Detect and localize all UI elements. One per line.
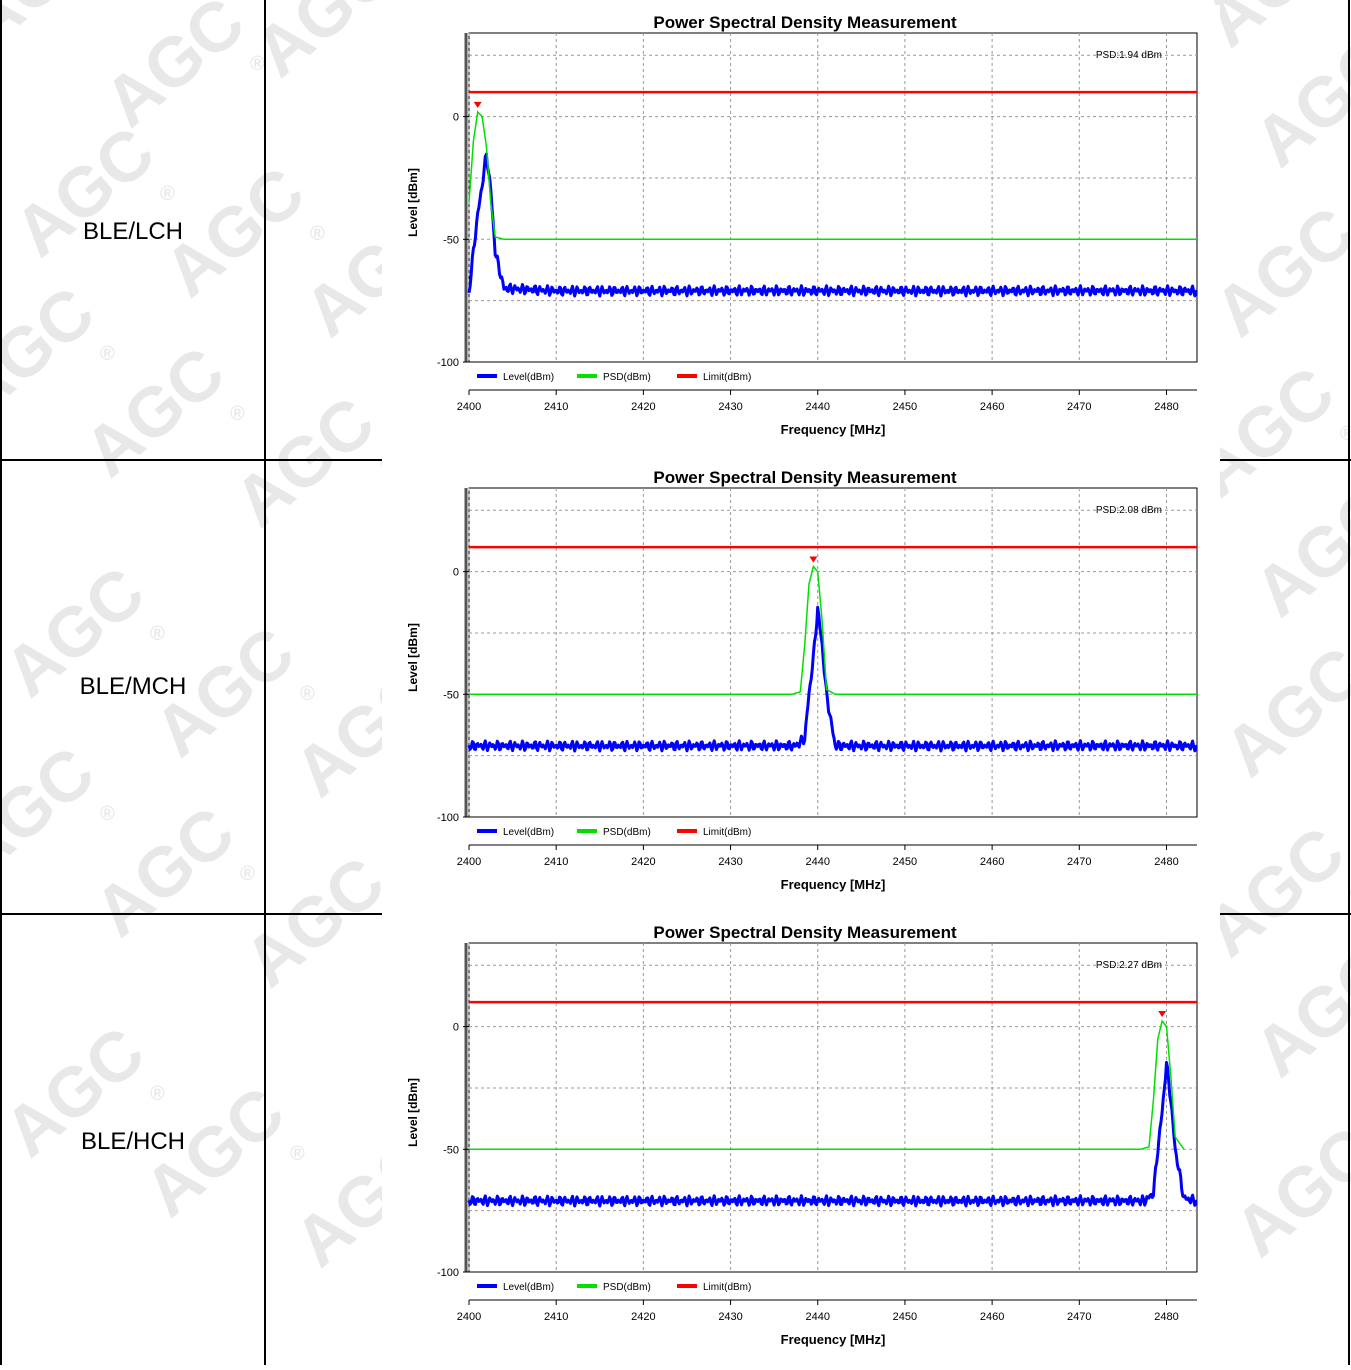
x-tick-label: 2450 xyxy=(893,856,917,868)
psd-chart-lch: Power Spectral Density Measurement 0 -50 -1… xyxy=(406,13,1198,437)
x-tick-label: 2480 xyxy=(1154,856,1178,868)
x-tick-label: 2450 xyxy=(893,1311,917,1323)
x-tick-label: 2460 xyxy=(980,1311,1004,1323)
y-axis-label: Level [dBm] xyxy=(406,1078,420,1147)
y-tick-label: -100 xyxy=(437,812,459,824)
series-level-line xyxy=(467,605,1198,753)
x-tick-label: 2460 xyxy=(980,401,1004,413)
x-tick-label: 2460 xyxy=(980,856,1004,868)
peak-marker xyxy=(1158,1011,1167,1018)
x-tick-label: 2420 xyxy=(631,1311,655,1323)
psd-annotation: PSD:2.27 dBm xyxy=(1096,960,1162,971)
psd-annotation: PSD:2.08 dBm xyxy=(1096,505,1162,516)
x-tick-label: 2480 xyxy=(1154,401,1178,413)
row-label-lch: BLE/LCH xyxy=(82,218,184,245)
series-psd-line xyxy=(468,110,1197,241)
legend-label: PSD(dBm) xyxy=(603,827,651,838)
series-psd-line xyxy=(469,564,1197,696)
psd-annotation: PSD:1.94 dBm xyxy=(1096,50,1162,61)
x-tick-label: 2440 xyxy=(806,1311,830,1323)
x-tick-label: 2420 xyxy=(631,856,655,868)
y-tick-label: -50 xyxy=(443,1144,459,1156)
y-tick-label: -50 xyxy=(443,689,459,701)
x-axis-label: Frequency [MHz] xyxy=(781,877,886,892)
peak-marker xyxy=(473,101,482,108)
x-tick-label: 2470 xyxy=(1067,401,1091,413)
row-label-mch: BLE/MCH xyxy=(79,673,187,700)
y-tick-label: -50 xyxy=(443,234,459,246)
chart-title: Power Spectral Density Measurement xyxy=(653,13,957,32)
row-label-hch: BLE/HCH xyxy=(80,1128,186,1155)
psd-chart-hch: Power Spectral Density Measurement 0 -50 -1… xyxy=(406,923,1198,1347)
table-border-left xyxy=(0,0,2,1365)
x-tick-label: 2430 xyxy=(718,401,742,413)
psd-chart-mch: Power Spectral Density Measurement 0 -50 -1… xyxy=(406,468,1198,892)
plot-frame xyxy=(468,942,1198,1273)
y-tick-label: -100 xyxy=(437,357,459,369)
legend-label: Limit(dBm) xyxy=(703,372,751,383)
x-tick-label: 2420 xyxy=(631,401,655,413)
plot-frame xyxy=(468,487,1198,818)
y-tick-label: 0 xyxy=(453,112,459,124)
x-tick-label: 2440 xyxy=(806,401,830,413)
x-tick-label: 2430 xyxy=(718,1311,742,1323)
legend-label: PSD(dBm) xyxy=(603,372,651,383)
series-psd-line xyxy=(469,1019,1185,1151)
y-tick-label: -100 xyxy=(437,1267,459,1279)
x-tick-label: 2450 xyxy=(893,401,917,413)
legend-label: Level(dBm) xyxy=(503,827,554,838)
x-tick-label: 2400 xyxy=(457,856,481,868)
x-tick-label: 2410 xyxy=(544,401,568,413)
x-tick-label: 2410 xyxy=(544,1311,568,1323)
chart-panel-lch: Power Spectral Density Measurement 0 -50 -1… xyxy=(382,5,1220,460)
x-tick-label: 2470 xyxy=(1067,1311,1091,1323)
table-border-right xyxy=(1348,0,1350,1365)
chart-title: Power Spectral Density Measurement xyxy=(653,923,957,942)
chart-panel-mch: Power Spectral Density Measurement 0 -50 -1… xyxy=(382,460,1220,915)
y-axis-label: Level [dBm] xyxy=(406,168,420,237)
chart-title: Power Spectral Density Measurement xyxy=(653,468,957,487)
y-axis-label: Level [dBm] xyxy=(406,623,420,692)
chart-panel-hch: Power Spectral Density Measurement 0 -50 -1… xyxy=(382,915,1220,1370)
legend-label: Level(dBm) xyxy=(503,1282,554,1293)
x-tick-label: 2400 xyxy=(457,401,481,413)
legend-label: Limit(dBm) xyxy=(703,1282,751,1293)
x-tick-label: 2430 xyxy=(718,856,742,868)
y-tick-label: 0 xyxy=(453,567,459,579)
x-tick-label: 2480 xyxy=(1154,1311,1178,1323)
y-tick-label: 0 xyxy=(453,1022,459,1034)
x-tick-label: 2410 xyxy=(544,856,568,868)
x-tick-label: 2470 xyxy=(1067,856,1091,868)
x-tick-label: 2400 xyxy=(457,1311,481,1323)
plot-frame xyxy=(468,32,1198,363)
legend-label: PSD(dBm) xyxy=(603,1282,651,1293)
peak-marker xyxy=(809,556,818,563)
legend-label: Level(dBm) xyxy=(503,372,554,383)
x-axis-label: Frequency [MHz] xyxy=(781,1332,886,1347)
x-tick-label: 2440 xyxy=(806,856,830,868)
legend-label: Limit(dBm) xyxy=(703,827,751,838)
series-level-line xyxy=(467,152,1198,298)
table-divider-col xyxy=(264,0,266,1365)
x-axis-label: Frequency [MHz] xyxy=(781,422,886,437)
series-level-line xyxy=(467,1060,1198,1208)
